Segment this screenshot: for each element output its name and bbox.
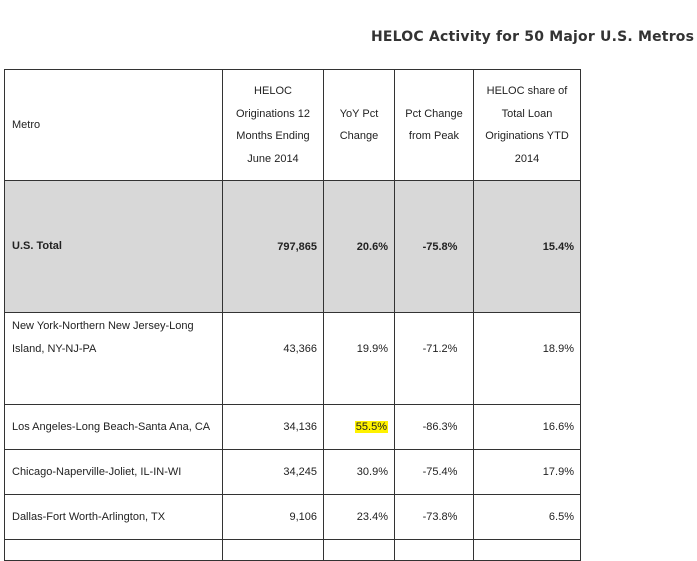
cell-empty <box>394 539 474 561</box>
cell-metro: Dallas-Fort Worth-Arlington, TX <box>4 494 223 540</box>
cell-metro: Chicago-Naperville-Joliet, IL-IN-WI <box>4 449 223 495</box>
header-line: HELOC <box>254 85 292 97</box>
cell-originations: 9,106 <box>222 494 324 540</box>
heloc-table: Metro HELOC Originations 12 Months Endin… <box>4 69 581 561</box>
cell-peak: -86.3% <box>394 404 474 450</box>
header-line: Originations YTD <box>485 130 569 142</box>
header-line: HELOC share of <box>486 85 568 97</box>
header-yoy: YoY Pct Change <box>323 69 395 181</box>
cell-yoy: 30.9% <box>323 449 395 495</box>
cell-yoy: 20.6% <box>323 180 395 313</box>
header-metro: Metro <box>4 69 223 181</box>
cell-empty <box>4 539 223 561</box>
cell-yoy: 55.5% <box>323 404 395 450</box>
cell-value: -71.2% <box>422 343 458 355</box>
table-row: Chicago-Naperville-Joliet, IL-IN-WI 34,2… <box>4 449 581 495</box>
cell-empty <box>473 539 581 561</box>
cell-peak: -75.4% <box>394 449 474 495</box>
cell-share: 6.5% <box>473 494 581 540</box>
cell-peak: -71.2% <box>394 312 474 405</box>
cell-peak: -75.8% <box>394 180 474 313</box>
header-share: HELOC share of Total Loan Originations Y… <box>473 69 581 181</box>
cell-value: -86.3% <box>422 421 458 433</box>
page-title: HELOC Activity for 50 Major U.S. Metros <box>371 29 695 45</box>
header-line: Months Ending <box>236 130 310 142</box>
header-peak: Pct Change from Peak <box>394 69 474 181</box>
cell-empty <box>222 539 324 561</box>
header-line: YoY Pct <box>339 107 379 120</box>
header-originations: HELOC Originations 12 Months Ending June… <box>222 69 324 181</box>
cell-value: -75.8% <box>422 240 458 253</box>
cell-originations: 34,245 <box>222 449 324 495</box>
cell-share: 16.6% <box>473 404 581 450</box>
table-row: Los Angeles-Long Beach-Santa Ana, CA 34,… <box>4 404 581 450</box>
cell-originations: 797,865 <box>222 180 324 313</box>
cell-metro: New York-Northern New Jersey-Long Island… <box>4 312 223 405</box>
header-line: from Peak <box>408 130 460 142</box>
cell-value: -75.4% <box>422 466 458 478</box>
table-row: Dallas-Fort Worth-Arlington, TX 9,106 23… <box>4 494 581 540</box>
table-row: New York-Northern New Jersey-Long Island… <box>4 312 581 405</box>
metro-line: Island, NY-NJ-PA <box>12 343 97 355</box>
cell-share: 17.9% <box>473 449 581 495</box>
header-line: Pct Change <box>405 107 463 120</box>
cell-yoy: 23.4% <box>323 494 395 540</box>
header-line: Total Loan <box>501 107 553 120</box>
cell-value: -73.8% <box>422 511 458 523</box>
header-row: Metro HELOC Originations 12 Months Endin… <box>4 69 581 181</box>
cell-empty <box>323 539 395 561</box>
header-line: 2014 <box>514 152 540 165</box>
highlighted-value: 55.5% <box>354 421 388 433</box>
cell-share: 15.4% <box>473 180 581 313</box>
cell-peak: -73.8% <box>394 494 474 540</box>
table-row-us-total: U.S. Total 797,865 20.6% -75.8% 15.4% <box>4 180 581 313</box>
cell-originations: 34,136 <box>222 404 324 450</box>
cell-originations: 43,366 <box>222 312 324 405</box>
cell-metro: U.S. Total <box>4 180 223 313</box>
metro-line: New York-Northern New Jersey-Long <box>12 320 194 332</box>
table-row <box>4 539 581 561</box>
header-line: June 2014 <box>247 152 299 165</box>
cell-yoy: 19.9% <box>323 312 395 405</box>
header-line: Originations 12 <box>236 107 310 120</box>
cell-metro: Los Angeles-Long Beach-Santa Ana, CA <box>4 404 223 450</box>
cell-share: 18.9% <box>473 312 581 405</box>
header-line: Change <box>339 130 379 142</box>
